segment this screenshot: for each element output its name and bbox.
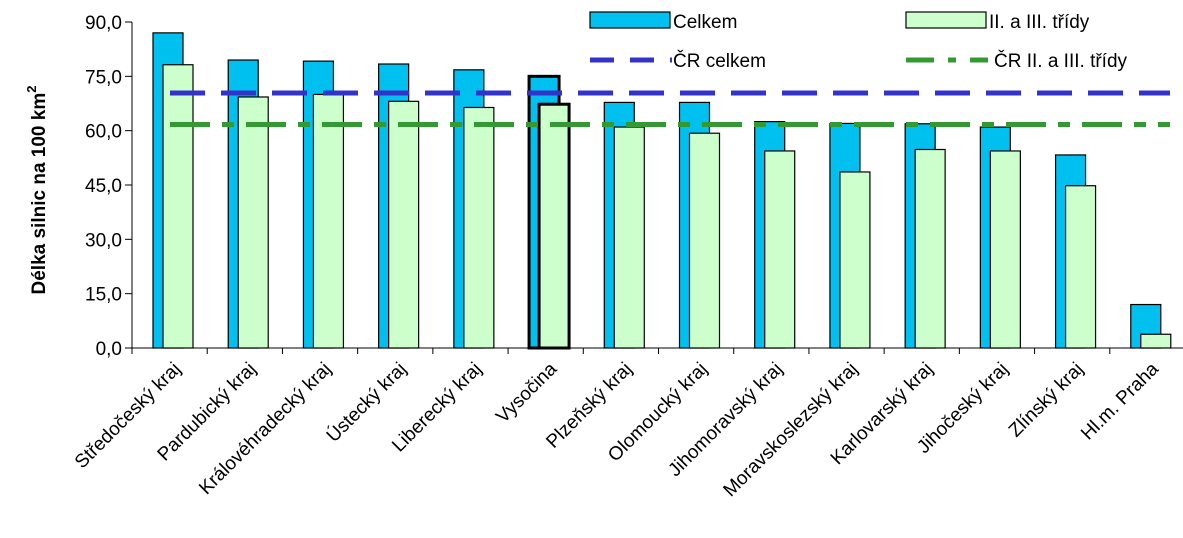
reference-lines bbox=[170, 90, 1170, 128]
legend-label-cr-ii-iii: ČR II. a III. třídy bbox=[994, 50, 1128, 72]
bar-ii-iii-tridy bbox=[237, 96, 269, 349]
bars bbox=[152, 32, 1172, 350]
category-label: Královéhradecký kraj bbox=[195, 359, 335, 499]
y-tick-label: 15,0 bbox=[85, 285, 122, 306]
y-axis-label: Délka silnic na 100 km2 bbox=[24, 86, 50, 295]
bar-ii-iii-tridy bbox=[388, 100, 420, 349]
y-tick-label: 45,0 bbox=[85, 176, 122, 197]
bar-ii-iii-tridy bbox=[537, 102, 571, 350]
y-tick-label: 0,0 bbox=[96, 339, 122, 360]
bar-ii-iii-tridy bbox=[764, 150, 796, 349]
y-tick-label: 90,0 bbox=[85, 13, 122, 34]
legend-swatch-ii-iii bbox=[905, 11, 987, 29]
y-axis-ticks: 0,0 15,0 30,0 45,0 60,0 75,0 90,0 bbox=[85, 13, 132, 360]
y-tick-label: 75,0 bbox=[85, 67, 122, 88]
bar-ii-iii-tridy bbox=[914, 148, 946, 349]
bar-ii-iii-tridy bbox=[613, 126, 645, 349]
y-axis-title-main: Délka silnic na 100 km bbox=[29, 93, 50, 295]
axes bbox=[131, 22, 1183, 354]
y-axis-title-superscript: 2 bbox=[24, 86, 39, 93]
legend-swatch-celkem bbox=[589, 11, 671, 29]
category-label: Hl.m. Praha bbox=[1077, 358, 1163, 444]
bar-ii-iii-tridy bbox=[463, 106, 495, 349]
bar-ii-iii-tridy bbox=[1140, 333, 1172, 349]
category-label: Zlínský kraj bbox=[1005, 359, 1088, 442]
bar-ii-iii-tridy bbox=[1064, 185, 1097, 349]
y-tick-label: 60,0 bbox=[85, 122, 122, 143]
bar-ii-iii-tridy bbox=[312, 93, 345, 349]
y-axis-title: Délka silnic na 100 km2 bbox=[24, 86, 50, 295]
category-label: Moravskoslezský kraj bbox=[720, 359, 863, 502]
legend-label-ii-iii: II. a III. třídy bbox=[989, 12, 1090, 33]
category-label: Vysočina bbox=[492, 358, 561, 427]
legend: Celkem II. a III. třídy ČR celkem ČR II. a … bbox=[589, 11, 1128, 72]
legend-label-celkem: Celkem bbox=[673, 12, 737, 33]
legend-label-cr-celkem: ČR celkem bbox=[673, 50, 766, 72]
y-tick-label: 30,0 bbox=[85, 230, 122, 251]
bar-ii-iii-tridy bbox=[688, 132, 721, 349]
bar-ii-iii-tridy bbox=[839, 171, 871, 349]
bar-ii-iii-tridy bbox=[162, 64, 194, 349]
bar-ii-iii-tridy bbox=[989, 150, 1021, 349]
